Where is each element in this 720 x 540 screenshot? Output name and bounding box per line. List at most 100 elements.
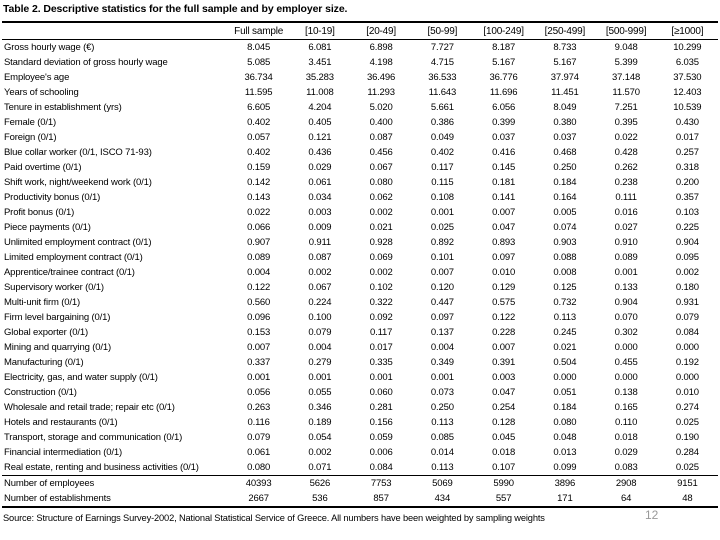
cell-value: 0.083	[614, 462, 638, 473]
cell-value: 5990	[473, 475, 535, 491]
cell-value: 4.198	[369, 57, 393, 68]
cell-value: 857	[373, 493, 389, 504]
column-header: [250-499]	[534, 22, 596, 40]
cell-value: 0.911	[308, 237, 332, 248]
row-label: Transport, storage and communication (0/…	[4, 432, 183, 443]
cell-value: 6.605	[247, 102, 271, 113]
cell-value: 0.069	[369, 252, 393, 263]
cell-value: 8.049	[553, 102, 577, 113]
table-row: Firm level bargaining (0/1) 0.096 0.100 0.0…	[2, 310, 718, 325]
cell-value: 0.145	[492, 162, 516, 173]
cell-value: 0.025	[675, 462, 699, 473]
column-header: [50-99]	[411, 22, 473, 40]
cell-value: 0.111	[615, 192, 637, 203]
cell-value: 0.113	[553, 312, 577, 323]
cell-value: 0.002	[675, 267, 699, 278]
cell-value: 11.696	[489, 87, 518, 98]
cell-value: 5.399	[614, 57, 638, 68]
cell-value: 5626	[289, 475, 351, 491]
cell-value: 0.013	[553, 447, 577, 458]
cell-value: 0.228	[492, 327, 516, 338]
cell-value: 0.048	[553, 432, 577, 443]
cell-value: 10.539	[673, 102, 702, 113]
cell-value: 0.357	[675, 192, 699, 203]
table-row: Piece payments (0/1) 0.066 0.009 0.021 0.025…	[2, 220, 718, 235]
cell-value: 0.892	[430, 237, 454, 248]
cell-value: 0.004	[430, 342, 454, 353]
cell-value: 5.020	[369, 102, 393, 113]
table-row: Wholesale and retail trade; repair etc (…	[2, 400, 718, 415]
cell-value: 2667	[248, 493, 269, 504]
cell-value: 0.335	[369, 357, 393, 368]
cell-value: 0.000	[675, 342, 699, 353]
cell-value: 37.974	[550, 72, 579, 83]
cell-value: 0.263	[247, 402, 271, 413]
cell-value: 0.061	[308, 177, 332, 188]
cell-value: 0.010	[492, 267, 516, 278]
cell-value: 0.349	[430, 357, 454, 368]
cell-value: 37.530	[673, 72, 702, 83]
cell-value: 0.001	[247, 372, 271, 383]
cell-value: 0.001	[614, 267, 638, 278]
cell-value: 0.006	[369, 447, 393, 458]
cell-value: 0.071	[308, 462, 332, 473]
cell-value: 0.049	[430, 132, 454, 143]
cell-value: 0.107	[492, 462, 516, 473]
cell-value: 0.073	[430, 387, 454, 398]
cell-value: 36.776	[489, 72, 518, 83]
cell-value: 0.257	[675, 147, 699, 158]
cell-value: 0.080	[369, 177, 393, 188]
cell-value: 0.079	[675, 312, 699, 323]
cell-value: 0.099	[553, 462, 577, 473]
cell-value: 0.034	[308, 192, 332, 203]
row-label: Unlimited employment contract (0/1)	[4, 237, 152, 248]
cell-value: 0.059	[369, 432, 393, 443]
row-label: Firm level bargaining (0/1)	[4, 312, 111, 323]
cell-value: 0.001	[369, 372, 393, 383]
row-label: Number of establishments	[4, 493, 111, 504]
cell-value: 0.016	[614, 207, 638, 218]
row-label: Manufacturing (0/1)	[4, 357, 84, 368]
table-row: Global exporter (0/1) 0.153 0.079 0.117 0.13…	[2, 325, 718, 340]
cell-value: 5069	[411, 475, 473, 491]
table-row: Number of establishments 2667 536 857 434 557…	[2, 491, 718, 507]
cell-value: 0.002	[308, 447, 332, 458]
row-label: Electricity, gas, and water supply (0/1)	[4, 372, 158, 383]
header-row: Full sample [10-19] [20-49] [50-99] [100-249…	[2, 22, 718, 40]
table-row: Blue collar worker (0/1, ISCO 71-93) 0.40…	[2, 145, 718, 160]
cell-value: 0.402	[247, 147, 271, 158]
cell-value: 0.056	[247, 387, 271, 398]
table-row: Years of schooling 11.595 11.008 11.293 11.6…	[2, 85, 718, 100]
cell-value: 9.048	[614, 42, 638, 53]
cell-value: 0.120	[430, 282, 454, 293]
cell-value: 5.167	[492, 57, 516, 68]
cell-value: 0.079	[308, 327, 332, 338]
cell-value: 11.451	[551, 87, 579, 98]
cell-value: 0.001	[430, 207, 454, 218]
cell-value: 0.117	[369, 327, 393, 338]
cell-value: 0.108	[430, 192, 454, 203]
cell-value: 0.007	[492, 342, 516, 353]
cell-value: 0.000	[614, 372, 638, 383]
cell-value: 0.004	[247, 267, 271, 278]
cell-value: 0.045	[492, 432, 516, 443]
cell-value: 0.101	[430, 252, 454, 263]
row-label: Hotels and restaurants (0/1)	[4, 417, 118, 428]
row-label: Foreign (0/1)	[4, 132, 57, 143]
cell-value: 0.027	[614, 222, 638, 233]
cell-value: 0.153	[247, 327, 271, 338]
cell-value: 6.035	[675, 57, 699, 68]
cell-value: 0.062	[369, 192, 393, 203]
cell-value: 0.079	[247, 432, 271, 443]
cell-value: 11.008	[306, 87, 334, 98]
cell-value: 0.430	[675, 117, 699, 128]
table-row: Real estate, renting and business activi…	[2, 460, 718, 476]
table-row: Number of employees 40393 5626 7753 5069 5990…	[2, 475, 718, 491]
cell-value: 7753	[350, 475, 412, 491]
cell-value: 0.391	[492, 357, 516, 368]
row-label: Female (0/1)	[4, 117, 57, 128]
table-row: Financial intermediation (0/1) 0.061 0.002…	[2, 445, 718, 460]
row-label: Number of employees	[2, 475, 228, 491]
table-row: Female (0/1) 0.402 0.405 0.400 0.386 0.399 0.3…	[2, 115, 718, 130]
cell-value: 36.533	[428, 72, 457, 83]
